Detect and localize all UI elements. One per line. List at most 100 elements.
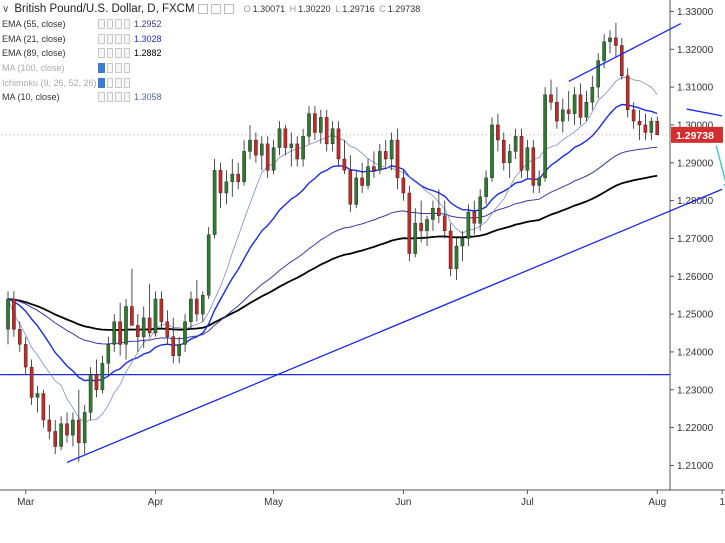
candle-body[interactable]	[637, 120, 642, 126]
candle-body[interactable]	[590, 86, 595, 103]
candle-body[interactable]	[65, 423, 69, 436]
settings-icon[interactable]	[106, 77, 113, 88]
candle-body[interactable]	[23, 344, 28, 368]
candle-body[interactable]	[183, 321, 187, 345]
candle-body[interactable]	[378, 151, 382, 171]
candle-body[interactable]	[29, 366, 34, 398]
candle-body[interactable]	[53, 431, 57, 447]
forecast-arrow[interactable]	[715, 145, 725, 191]
candle-body[interactable]	[189, 298, 193, 322]
candle-body[interactable]	[342, 158, 347, 171]
candle-body[interactable]	[106, 344, 111, 364]
candle-body[interactable]	[242, 151, 246, 182]
more-options-icon[interactable]	[123, 48, 130, 59]
candle-body[interactable]	[543, 94, 547, 179]
settings-icon[interactable]	[106, 63, 113, 74]
candle-body[interactable]	[454, 245, 459, 269]
trendline[interactable]	[66, 188, 723, 463]
visibility-icon[interactable]	[98, 48, 105, 59]
candle-body[interactable]	[118, 321, 122, 345]
candle-body[interactable]	[194, 298, 199, 315]
candle-body[interactable]	[224, 181, 229, 194]
candle-body[interactable]	[596, 60, 600, 88]
candle-body[interactable]	[437, 207, 441, 216]
trendline[interactable]	[568, 22, 682, 83]
indicator-row[interactable]: EMA (89, close) 1.2882	[2, 46, 422, 61]
candle-body[interactable]	[472, 211, 477, 224]
candle-body[interactable]	[549, 94, 553, 103]
candle-body[interactable]	[330, 128, 335, 144]
candle-body[interactable]	[360, 177, 364, 186]
candle-body[interactable]	[389, 139, 394, 160]
candle-body[interactable]	[561, 109, 565, 122]
visibility-icon[interactable]	[98, 92, 105, 103]
candle-body[interactable]	[555, 101, 559, 122]
candle-body[interactable]	[507, 151, 512, 163]
candle-body[interactable]	[324, 117, 329, 145]
visibility-icon[interactable]	[210, 4, 221, 14]
more-options-icon[interactable]	[123, 77, 130, 88]
candle-body[interactable]	[153, 298, 158, 334]
candle-body[interactable]	[35, 393, 40, 398]
more-options-icon[interactable]	[123, 33, 130, 44]
candle-body[interactable]	[130, 306, 134, 326]
candle-body[interactable]	[177, 344, 181, 356]
candle-body[interactable]	[366, 166, 370, 186]
candle-body[interactable]	[348, 170, 353, 205]
more-options-icon[interactable]	[123, 19, 130, 30]
candle-body[interactable]	[354, 177, 359, 205]
candle-body[interactable]	[47, 419, 52, 432]
candle-body[interactable]	[383, 151, 388, 160]
candle-body[interactable]	[236, 173, 241, 182]
candle-body[interactable]	[206, 234, 211, 296]
collapse-chevron-icon[interactable]: ∨	[2, 3, 10, 15]
indicator-row[interactable]: Ichimoku (9, 26, 52, 26)	[2, 75, 422, 90]
candle-body[interactable]	[295, 143, 300, 160]
candle-body[interactable]	[59, 423, 63, 447]
candle-body[interactable]	[643, 124, 648, 133]
candle-body[interactable]	[283, 128, 288, 148]
visibility-icon[interactable]	[98, 19, 105, 30]
candle-body[interactable]	[496, 124, 500, 141]
candle-body[interactable]	[566, 109, 571, 114]
candle-body[interactable]	[277, 128, 282, 148]
candle-body[interactable]	[260, 143, 264, 156]
candle-body[interactable]	[655, 120, 659, 135]
candle-body[interactable]	[165, 321, 170, 338]
candle-body[interactable]	[395, 139, 400, 179]
candle-body[interactable]	[212, 170, 217, 235]
candle-body[interactable]	[502, 139, 506, 164]
close-icon[interactable]	[115, 77, 122, 88]
candle-body[interactable]	[513, 136, 518, 152]
candle-body[interactable]	[625, 75, 630, 111]
close-icon[interactable]	[115, 63, 122, 74]
candle-body[interactable]	[478, 196, 483, 224]
close-icon[interactable]	[115, 92, 122, 103]
close-icon[interactable]	[115, 48, 122, 59]
candle-body[interactable]	[41, 393, 46, 421]
candle-body[interactable]	[448, 230, 453, 269]
candle-body[interactable]	[572, 94, 577, 114]
candle-body[interactable]	[531, 147, 536, 186]
candle-body[interactable]	[407, 192, 412, 254]
candle-body[interactable]	[649, 120, 654, 133]
candle-body[interactable]	[271, 147, 276, 171]
candle-body[interactable]	[519, 136, 524, 171]
candle-body[interactable]	[289, 143, 294, 148]
candle-body[interactable]	[484, 177, 488, 197]
candle-body[interactable]	[230, 173, 235, 182]
settings-icon[interactable]	[197, 4, 208, 14]
candle-body[interactable]	[490, 124, 494, 179]
indicator-row[interactable]: MA (10, close) 1.3058	[2, 90, 422, 105]
candle-body[interactable]	[466, 211, 471, 239]
candle-body[interactable]	[141, 317, 146, 337]
more-options-icon[interactable]	[223, 4, 234, 14]
candle-body[interactable]	[584, 101, 589, 118]
candle-body[interactable]	[413, 223, 418, 254]
candle-body[interactable]	[12, 298, 16, 330]
candle-body[interactable]	[425, 219, 429, 232]
indicator-row[interactable]: EMA (55, close) 1.2952	[2, 17, 422, 32]
candle-body[interactable]	[631, 109, 636, 122]
indicator-row[interactable]: MA (100, close)	[2, 61, 422, 76]
close-icon[interactable]	[115, 19, 122, 30]
